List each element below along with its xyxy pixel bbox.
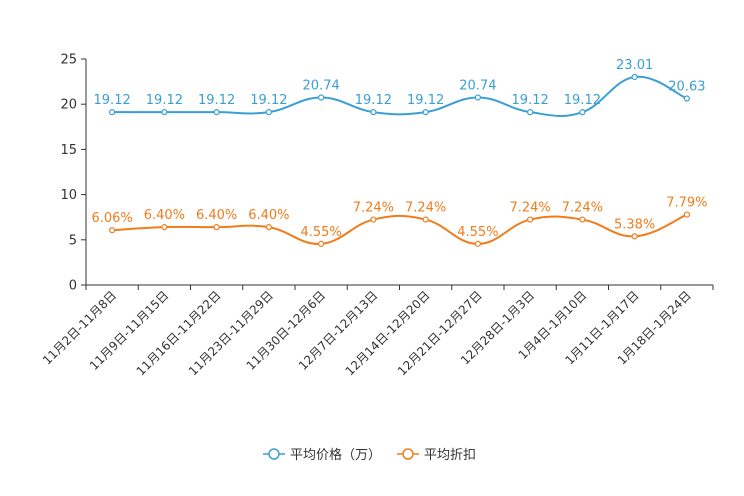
data-point[interactable] xyxy=(265,109,272,116)
data-label: 19.12 xyxy=(564,93,601,108)
data-label: 7.24% xyxy=(562,201,603,216)
data-label: 6.06% xyxy=(91,211,132,226)
data-label: 6.40% xyxy=(144,208,185,223)
data-point[interactable] xyxy=(474,94,481,101)
data-label: 4.55% xyxy=(300,225,341,240)
data-label: 19.12 xyxy=(94,93,131,108)
data-point[interactable] xyxy=(631,233,638,240)
data-point[interactable] xyxy=(161,109,168,116)
legend-item-1[interactable]: 平均价格（万） xyxy=(263,447,381,463)
data-point[interactable] xyxy=(318,240,325,247)
data-label: 7.24% xyxy=(353,201,394,216)
data-point[interactable] xyxy=(474,240,481,247)
data-point[interactable] xyxy=(370,109,377,116)
data-label: 7.24% xyxy=(405,201,446,216)
y-tick-label: 10 xyxy=(60,188,77,203)
legend[interactable]: 平均价格（万） 平均折扣 xyxy=(263,447,476,463)
data-point[interactable] xyxy=(579,216,586,223)
data-label: 6.40% xyxy=(196,208,237,223)
data-label: 19.12 xyxy=(407,93,444,108)
data-label: 19.12 xyxy=(355,93,392,108)
series-line xyxy=(112,75,688,118)
data-point[interactable] xyxy=(109,227,116,234)
series-1: 19.12 19.12 19.12 19.12 20.74 19.12 19.12 20.74… xyxy=(94,58,705,118)
series-2: 6.06% 6.40% 6.40% 6.40% 4.55% 7.24% 7.24% 4.55%… xyxy=(91,196,708,247)
series-layer: 19.12 19.12 19.12 19.12 20.74 19.12 19.12 20.74… xyxy=(91,58,708,247)
data-point[interactable] xyxy=(422,109,429,116)
data-point[interactable] xyxy=(683,211,690,218)
y-tick-label: 5 xyxy=(69,233,77,248)
data-label: 4.55% xyxy=(457,225,498,240)
data-label: 19.12 xyxy=(512,93,549,108)
data-point[interactable] xyxy=(109,109,116,116)
data-point[interactable] xyxy=(318,94,325,101)
data-label: 20.74 xyxy=(459,79,496,94)
legend-label: 平均折扣 xyxy=(424,448,476,463)
data-label: 7.24% xyxy=(509,201,550,216)
y-tick-label: 15 xyxy=(60,143,77,158)
data-point[interactable] xyxy=(422,216,429,223)
data-point[interactable] xyxy=(683,95,690,102)
data-label: 7.79% xyxy=(666,196,707,211)
legend-item-2[interactable]: 平均折扣 xyxy=(397,448,476,463)
data-label: 5.38% xyxy=(614,217,655,232)
y-tick-label: 25 xyxy=(60,53,77,68)
y-tick-label: 20 xyxy=(60,98,77,113)
y-tick-label: 0 xyxy=(69,279,77,294)
data-point[interactable] xyxy=(213,109,220,116)
data-label: 19.12 xyxy=(198,93,235,108)
data-label: 19.12 xyxy=(146,93,183,108)
data-point[interactable] xyxy=(161,224,168,231)
data-label: 6.40% xyxy=(248,208,289,223)
legend-label: 平均价格（万） xyxy=(290,447,381,463)
data-point[interactable] xyxy=(631,73,638,81)
data-point[interactable] xyxy=(370,216,377,223)
legend-marker-icon xyxy=(268,448,280,460)
data-point[interactable] xyxy=(213,224,220,231)
data-point[interactable] xyxy=(579,109,586,116)
data-label: 20.74 xyxy=(303,79,340,94)
legend-marker-icon xyxy=(402,448,414,460)
data-point[interactable] xyxy=(527,216,534,223)
data-label: 19.12 xyxy=(250,93,287,108)
data-label: 23.01 xyxy=(616,58,653,73)
data-label: 20.63 xyxy=(668,80,705,95)
data-point[interactable] xyxy=(265,224,272,231)
data-point[interactable] xyxy=(527,109,534,116)
